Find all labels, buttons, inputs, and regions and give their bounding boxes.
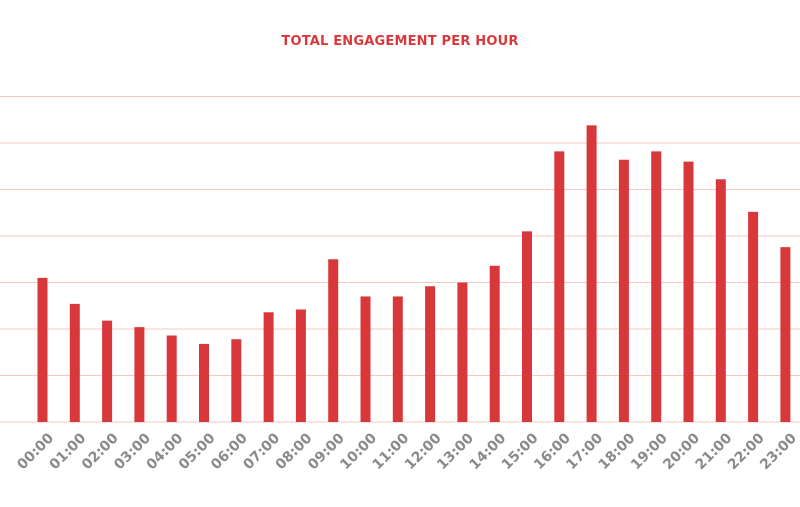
bar-2100	[715, 179, 726, 422]
bar-0400	[166, 335, 177, 422]
bar-1600	[554, 151, 565, 422]
bar-1000	[360, 296, 371, 422]
bar-2000	[683, 161, 694, 422]
bar-0200	[102, 320, 113, 422]
bar-0700	[263, 312, 274, 422]
bar-1700	[586, 125, 597, 422]
bar-2300	[780, 247, 791, 422]
bar-1400	[489, 265, 500, 422]
x-tick-label: 23:00	[757, 430, 800, 473]
bar-0800	[295, 309, 306, 422]
chart-title: TOTAL ENGAGEMENT PER HOUR	[281, 34, 519, 49]
bar-1800	[618, 159, 629, 423]
bar-0100	[69, 303, 80, 422]
bar-0000	[37, 277, 48, 422]
bar-0500	[199, 343, 209, 422]
bar-1100	[392, 296, 403, 422]
bar-2200	[748, 211, 759, 422]
bar-1900	[651, 151, 662, 422]
bar-0600	[231, 339, 242, 422]
bar-1300	[457, 282, 468, 422]
bars	[37, 125, 791, 423]
x-tick-labels: 00:0001:0002:0003:0004:0005:0006:0007:00…	[14, 430, 800, 473]
bar-1200	[425, 286, 436, 422]
bar-0300	[134, 327, 145, 422]
bar-1500	[522, 231, 532, 422]
bar-0900	[328, 259, 339, 422]
